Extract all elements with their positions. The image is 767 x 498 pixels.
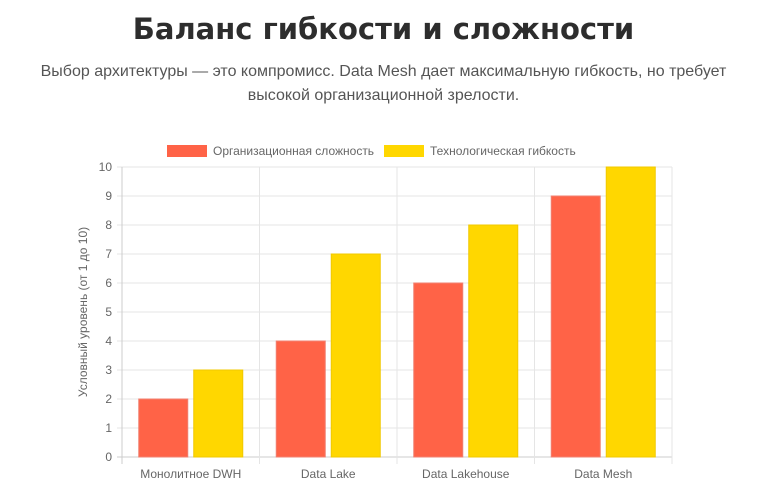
- x-tick-label: Data Lake: [301, 467, 356, 481]
- y-tick-label: 4: [105, 334, 112, 348]
- bar-complexity: [550, 195, 601, 458]
- bar-flexibility: [193, 369, 244, 458]
- y-tick-label: 5: [105, 305, 112, 319]
- y-tick-label: 1: [105, 421, 112, 435]
- page-title: Баланс гибкости и сложности: [132, 12, 635, 46]
- bar-complexity: [275, 340, 326, 458]
- legend-label: Технологическая гибкость: [430, 144, 576, 158]
- x-tick-label: Data Mesh: [574, 467, 632, 481]
- page-subtitle: Выбор архитектуры — это компромисс. Data…: [40, 63, 727, 104]
- bar-flexibility: [468, 224, 519, 458]
- legend-swatch: [384, 145, 424, 157]
- y-tick-label: 9: [105, 189, 112, 203]
- y-tick-label: 6: [105, 276, 112, 290]
- bar-complexity: [413, 282, 464, 458]
- x-tick-label: Data Lakehouse: [422, 467, 510, 481]
- bar-complexity: [138, 398, 189, 458]
- legend-label: Организационная сложность: [213, 144, 374, 158]
- y-tick-label: 8: [105, 218, 112, 232]
- bar-flexibility: [605, 166, 656, 458]
- y-tick-label: 0: [105, 450, 112, 464]
- legend-swatch: [167, 145, 207, 157]
- y-tick-label: 10: [99, 160, 113, 174]
- y-tick-label: 2: [105, 392, 112, 406]
- y-tick-label: 7: [105, 247, 112, 261]
- y-axis-label: Условный уровень (от 1 до 10): [76, 227, 90, 397]
- y-tick-label: 3: [105, 363, 112, 377]
- bar-flexibility: [330, 253, 381, 458]
- x-tick-label: Монолитное DWH: [140, 467, 241, 481]
